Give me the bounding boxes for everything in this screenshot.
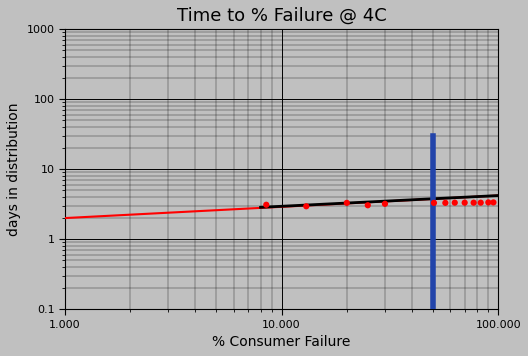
Title: Time to % Failure @ 4C: Time to % Failure @ 4C (177, 7, 386, 25)
Point (262, 202, 270, 208)
Point (450, 200, 459, 205)
Point (381, 201, 389, 206)
Point (364, 203, 372, 208)
Point (476, 200, 485, 205)
Point (489, 200, 498, 205)
Y-axis label: days in distribution: days in distribution (7, 103, 21, 236)
Point (469, 200, 478, 205)
Point (430, 200, 438, 206)
Point (460, 200, 469, 205)
Point (441, 200, 449, 206)
Point (484, 200, 493, 205)
X-axis label: % Consumer Failure: % Consumer Failure (212, 335, 351, 349)
Point (302, 203, 310, 209)
Point (343, 200, 351, 206)
